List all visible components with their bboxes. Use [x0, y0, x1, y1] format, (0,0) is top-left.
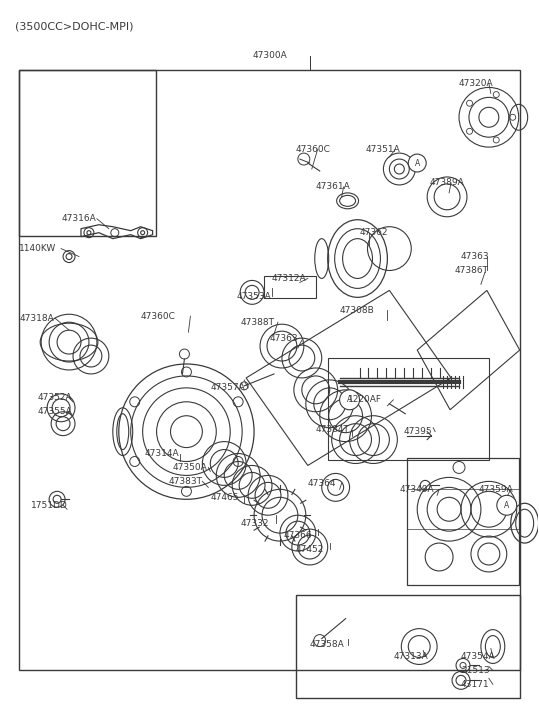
- Text: A: A: [504, 501, 509, 510]
- Text: 47362: 47362: [360, 228, 388, 237]
- Circle shape: [497, 495, 517, 515]
- Text: 47332: 47332: [240, 518, 268, 528]
- Bar: [19, 70, 156, 236]
- Text: 47355A: 47355A: [37, 407, 72, 417]
- Text: 47316A: 47316A: [61, 214, 96, 223]
- Text: 21513: 21513: [461, 666, 489, 675]
- Text: 47363: 47363: [461, 252, 489, 261]
- Text: 47465: 47465: [210, 493, 239, 502]
- Text: 47395: 47395: [403, 427, 432, 436]
- Text: 47350A: 47350A: [172, 463, 208, 472]
- Text: 47360C: 47360C: [296, 145, 331, 153]
- Text: (3500CC>DOHC-MPI): (3500CC>DOHC-MPI): [15, 22, 134, 32]
- Text: 47358A: 47358A: [310, 640, 344, 649]
- Text: 47384T: 47384T: [316, 425, 350, 434]
- Text: 47357A: 47357A: [210, 383, 245, 393]
- Text: 47366: 47366: [284, 531, 313, 539]
- Bar: [296, 595, 520, 698]
- Text: 47354A: 47354A: [461, 652, 496, 661]
- Text: 47312A: 47312A: [272, 274, 307, 283]
- Bar: [264, 276, 316, 298]
- Bar: [328, 358, 489, 459]
- Text: 47388T: 47388T: [240, 318, 274, 326]
- Text: 47353A: 47353A: [236, 292, 271, 301]
- Text: 47352A: 47352A: [37, 393, 72, 402]
- Text: 47318A: 47318A: [19, 314, 54, 323]
- Text: 47383T: 47383T: [169, 477, 203, 486]
- Text: A: A: [414, 158, 420, 167]
- Text: 43171: 43171: [461, 680, 489, 689]
- Circle shape: [340, 390, 360, 410]
- Text: 47351A: 47351A: [365, 145, 400, 153]
- Text: 47359A: 47359A: [479, 485, 514, 494]
- Circle shape: [408, 154, 426, 172]
- Text: 47300A: 47300A: [253, 51, 287, 60]
- Text: A: A: [347, 395, 352, 404]
- Text: 47308B: 47308B: [340, 306, 375, 315]
- Text: 47360C: 47360C: [141, 312, 176, 321]
- Text: 47363: 47363: [270, 334, 299, 342]
- Text: 1220AF: 1220AF: [348, 395, 382, 404]
- Text: 1751DD: 1751DD: [31, 501, 68, 510]
- Text: 47314A: 47314A: [144, 449, 179, 458]
- Bar: [407, 457, 519, 585]
- Text: 47361A: 47361A: [316, 182, 350, 191]
- Text: 47349A: 47349A: [399, 485, 434, 494]
- Text: 47364: 47364: [308, 479, 336, 488]
- Bar: [19, 70, 520, 670]
- Text: 1140KW: 1140KW: [19, 244, 57, 253]
- Text: 47452: 47452: [296, 545, 324, 553]
- Text: 47320A: 47320A: [459, 79, 494, 88]
- Text: 47389A: 47389A: [429, 178, 464, 188]
- Text: 47386T: 47386T: [455, 266, 489, 275]
- Text: 47313A: 47313A: [393, 652, 428, 661]
